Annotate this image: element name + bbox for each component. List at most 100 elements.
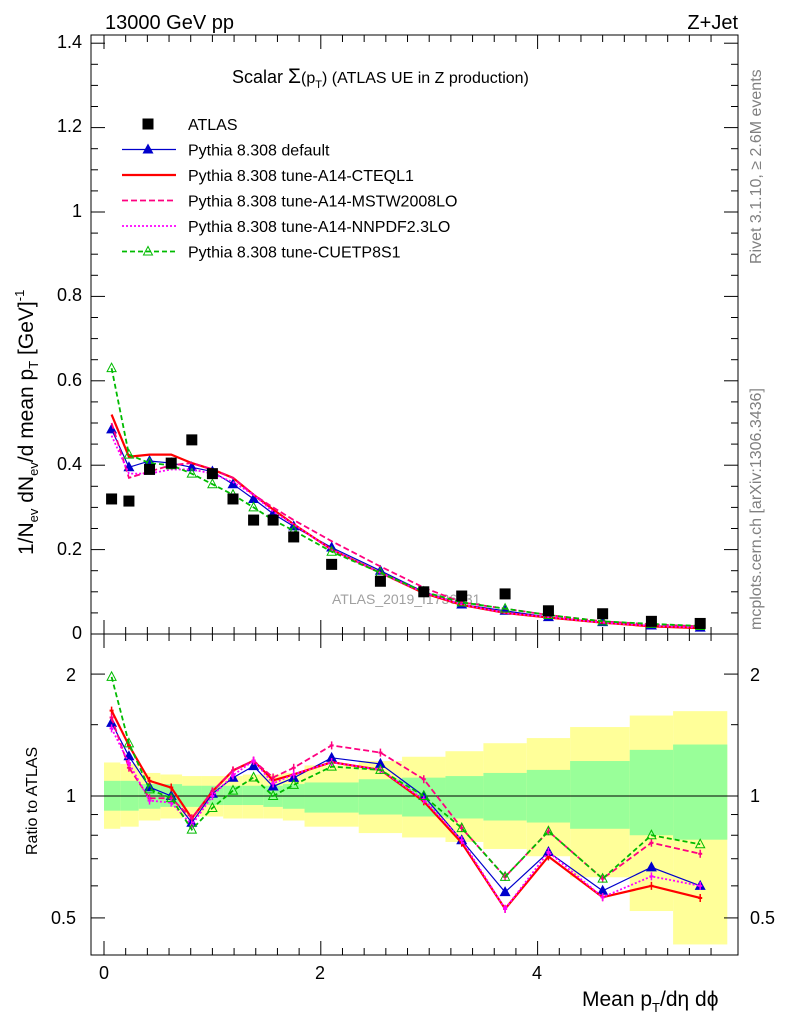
legend-marker-data: [142, 118, 154, 130]
series-marker: [597, 884, 609, 895]
ratio-ytick-label: 2: [66, 665, 76, 685]
ratio-plot-frame: [90, 633, 739, 956]
data-point: [248, 514, 260, 526]
series-marker: [106, 362, 117, 373]
main-ytick-label: 0.2: [57, 539, 82, 559]
series-marker: [123, 737, 135, 748]
series-marker: [248, 492, 260, 503]
series-marker: [186, 467, 198, 478]
main-ytick-label: 0.8: [57, 285, 82, 305]
data-point: [374, 575, 386, 587]
xtick-label: 0: [99, 963, 109, 983]
series-marker: [142, 143, 154, 154]
series-marker: [597, 872, 608, 883]
data-point: [542, 605, 554, 617]
data-point: [186, 434, 198, 446]
series-marker: [227, 478, 239, 489]
ratio-y-tick-labels: 0.5 1 2 0.5 1 2: [51, 665, 775, 928]
data-point: [694, 617, 706, 629]
ratio-ytick-label-right: 2: [750, 665, 760, 685]
legend-label: Pythia 8.308 default: [188, 143, 330, 160]
x-tick-labels: 0 2 4: [99, 963, 542, 983]
main-data-layer: [106, 434, 706, 629]
series-marker: [248, 771, 259, 782]
band-inner-bin: [358, 779, 403, 815]
x-axis-label: Mean pT/dη dϕ: [582, 988, 718, 1015]
data-point: [418, 586, 430, 598]
series-marker: [694, 838, 706, 849]
legend-label: Pythia 8.308 tune-A14-MSTW2008LO: [188, 194, 457, 211]
main-ytick-label: 0.4: [57, 454, 82, 474]
main-ytick-label: 1.2: [57, 116, 82, 136]
series-marker: [142, 245, 154, 256]
main-ytick-label: 1.4: [57, 32, 82, 52]
legend: ATLAS Pythia 8.308 default Pythia 8.308 tu…: [122, 117, 457, 262]
legend-label: ATLAS: [188, 117, 238, 134]
series-marker: [456, 596, 468, 607]
series-marker: [165, 792, 177, 803]
series-marker: [645, 861, 657, 872]
series-marker: [326, 751, 338, 762]
xtick-label: 2: [315, 963, 325, 983]
plot-title: Scalar Σ(pT) (ATLAS UE in Z production): [232, 65, 529, 91]
series-line: [110, 367, 701, 627]
rivet-label: Rivet 3.1.10, ≥ 2.6M events: [748, 69, 765, 264]
ratio-y-axis-label: Ratio to ATLAS: [24, 747, 41, 855]
band-inner-bin: [629, 749, 674, 836]
band-inner-bin: [304, 782, 359, 813]
data-point: [144, 463, 156, 475]
legend-label: Pythia 8.308 tune-A14-NNPDF2.3LO: [188, 219, 450, 236]
series-marker: [499, 886, 511, 897]
series-marker: [248, 760, 260, 771]
series-marker: [418, 789, 430, 800]
main-ytick-label: 0.6: [57, 370, 82, 390]
ratio-series-layer: [106, 670, 706, 913]
data-point: [206, 468, 218, 480]
series-marker: [543, 825, 554, 836]
series-marker: [326, 760, 337, 771]
ratio-ytick-label: 0.5: [51, 908, 76, 928]
band-inner-bin: [673, 744, 728, 840]
series-marker: [499, 870, 511, 881]
data-point: [499, 588, 511, 600]
band-inner-bin: [445, 776, 484, 819]
data-point: [165, 457, 177, 469]
series-marker: [326, 545, 337, 556]
legend-label: Pythia 8.308 tune-CUETP8S1: [188, 245, 401, 262]
series-marker: [144, 783, 155, 794]
mcplots-label: mcplots.cern.ch [arXiv:1306.3436]: [748, 388, 765, 630]
main-ytick-label: 1: [72, 201, 82, 221]
band-inner-bin: [223, 785, 243, 806]
data-point: [597, 608, 609, 620]
series-marker: [248, 501, 259, 512]
axis-ticks: [91, 35, 738, 955]
data-point: [288, 531, 300, 543]
data-point: [106, 493, 118, 505]
main-y-tick-labels: 0 0.2 0.4 0.6 0.8 1 1.2 1.4: [57, 32, 82, 643]
data-point: [123, 495, 135, 507]
series-marker: [186, 823, 198, 834]
band-inner-bin: [570, 761, 630, 829]
energy-label: 13000 GeV pp: [105, 12, 234, 34]
band-inner-bin: [483, 772, 527, 821]
process-label: Z+Jet: [687, 12, 738, 34]
series-marker: [207, 801, 218, 812]
series-line: [110, 435, 701, 629]
ratio-ytick-label-right: 1: [750, 786, 760, 806]
series-marker: [288, 778, 300, 789]
ratio-band-inner: [104, 744, 728, 840]
data-point: [456, 590, 468, 602]
series-marker: [227, 784, 239, 795]
data-point: [227, 493, 239, 505]
band-inner-bin: [242, 785, 264, 806]
ratio-ytick-label-right: 0.5: [750, 908, 775, 928]
series-marker: [207, 478, 218, 489]
main-ytick-label: 0: [72, 623, 82, 643]
series-marker: [106, 670, 117, 681]
series-marker: [186, 461, 198, 472]
data-point: [326, 558, 338, 570]
xtick-label: 4: [532, 963, 542, 983]
series-marker: [267, 789, 279, 800]
series-marker: [597, 615, 608, 626]
